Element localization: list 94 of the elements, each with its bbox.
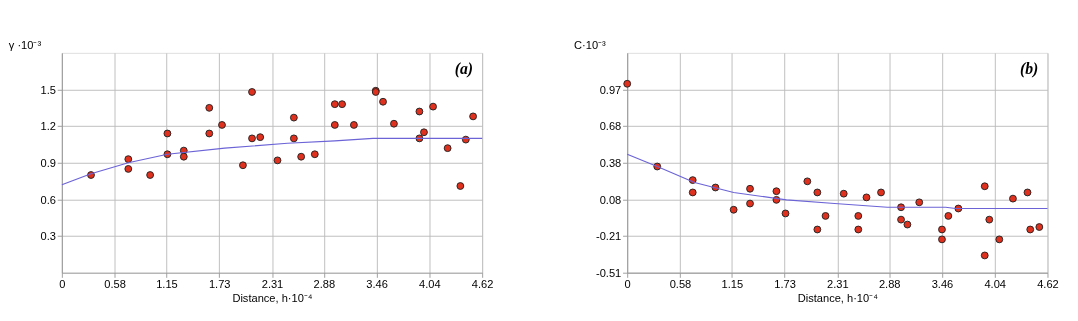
x-tick-label: 0.58 xyxy=(669,277,692,290)
point xyxy=(938,225,946,234)
point xyxy=(146,171,155,179)
x-tick-label: 1.73 xyxy=(208,277,231,290)
point xyxy=(995,235,1004,244)
x-tick-label: 1.73 xyxy=(774,277,796,290)
point xyxy=(915,198,924,207)
y-tick-label: 0.9 xyxy=(40,156,56,169)
x-axis-title: Distance, h·10⁻⁴ xyxy=(232,291,313,304)
annotation: (a) xyxy=(454,60,473,79)
point xyxy=(239,161,247,170)
x-tick-label: 1.15 xyxy=(156,277,178,290)
point xyxy=(310,150,319,159)
point xyxy=(938,235,946,244)
point xyxy=(903,220,912,229)
point xyxy=(218,121,226,129)
point xyxy=(746,199,754,208)
point xyxy=(289,134,298,143)
point xyxy=(897,215,905,224)
point xyxy=(415,107,424,116)
annotation: (b) xyxy=(1019,60,1039,79)
point xyxy=(297,152,306,161)
point xyxy=(256,133,265,142)
y-tick-label: -0.21 xyxy=(595,229,622,242)
y-axis-title: γ ·10⁻³ xyxy=(8,38,42,51)
y-axis-title: C·10⁻³ xyxy=(574,38,607,51)
point xyxy=(289,113,298,122)
point xyxy=(390,119,398,128)
point xyxy=(124,165,133,173)
x-tick-label: 2.31 xyxy=(261,277,284,290)
point xyxy=(1035,223,1044,231)
point xyxy=(330,121,339,129)
point xyxy=(205,129,214,138)
point xyxy=(1026,225,1035,234)
x-tick-label: 3.46 xyxy=(366,277,388,290)
point xyxy=(781,209,790,218)
point xyxy=(862,193,871,202)
point xyxy=(877,188,885,197)
point xyxy=(813,225,822,234)
point xyxy=(469,112,477,121)
point xyxy=(980,251,989,260)
point xyxy=(443,144,452,153)
point xyxy=(985,215,994,224)
y-tick-label: 1.2 xyxy=(40,120,56,133)
x-tick-label: 0 xyxy=(624,277,631,290)
point xyxy=(330,100,339,109)
point xyxy=(273,156,282,165)
point xyxy=(821,212,830,220)
point xyxy=(854,225,863,234)
x-tick-label: 4.04 xyxy=(419,277,441,290)
y-tick-label: 0.97 xyxy=(599,84,622,97)
point xyxy=(1009,194,1017,203)
point xyxy=(1023,188,1032,197)
point xyxy=(456,182,465,190)
point xyxy=(688,188,697,197)
point xyxy=(813,188,822,197)
point xyxy=(248,88,256,96)
point xyxy=(124,155,133,164)
y-tick-label: -0.51 xyxy=(595,266,622,279)
point xyxy=(379,97,387,106)
point xyxy=(772,187,781,196)
y-tick-label: 0.08 xyxy=(599,194,622,207)
point xyxy=(980,182,989,191)
x-tick-label: 0 xyxy=(59,277,66,290)
point xyxy=(338,100,346,109)
point xyxy=(179,152,188,161)
y-tick-label: 1.5 xyxy=(40,83,56,96)
x-tick-label: 4.04 xyxy=(984,277,1006,290)
x-tick-label: 2.31 xyxy=(827,277,849,290)
point xyxy=(163,129,172,138)
point xyxy=(854,212,863,220)
y-tick-label: 0.68 xyxy=(599,119,622,132)
point xyxy=(803,177,812,186)
point xyxy=(205,103,214,112)
x-tick-label: 4.62 xyxy=(471,277,494,290)
point xyxy=(729,205,738,214)
x-tick-label: 2.88 xyxy=(878,277,901,290)
y-tick-label: 0.38 xyxy=(599,156,622,169)
point xyxy=(429,102,437,111)
y-tick-label: 0.6 xyxy=(40,193,56,206)
point xyxy=(248,134,256,143)
point xyxy=(746,184,754,193)
x-tick-label: 0.58 xyxy=(104,277,126,290)
point xyxy=(839,189,848,198)
point xyxy=(623,79,632,88)
x-tick-label: 1.15 xyxy=(721,277,744,290)
x-tick-label: 4.62 xyxy=(1037,277,1059,290)
x-tick-label: 2.88 xyxy=(313,277,336,290)
point xyxy=(350,121,358,129)
point xyxy=(420,128,428,137)
y-tick-label: 0.3 xyxy=(40,230,56,243)
point xyxy=(944,212,953,220)
x-axis-title: Distance, h·10⁻⁴ xyxy=(797,291,879,304)
x-tick-label: 3.46 xyxy=(931,277,954,290)
